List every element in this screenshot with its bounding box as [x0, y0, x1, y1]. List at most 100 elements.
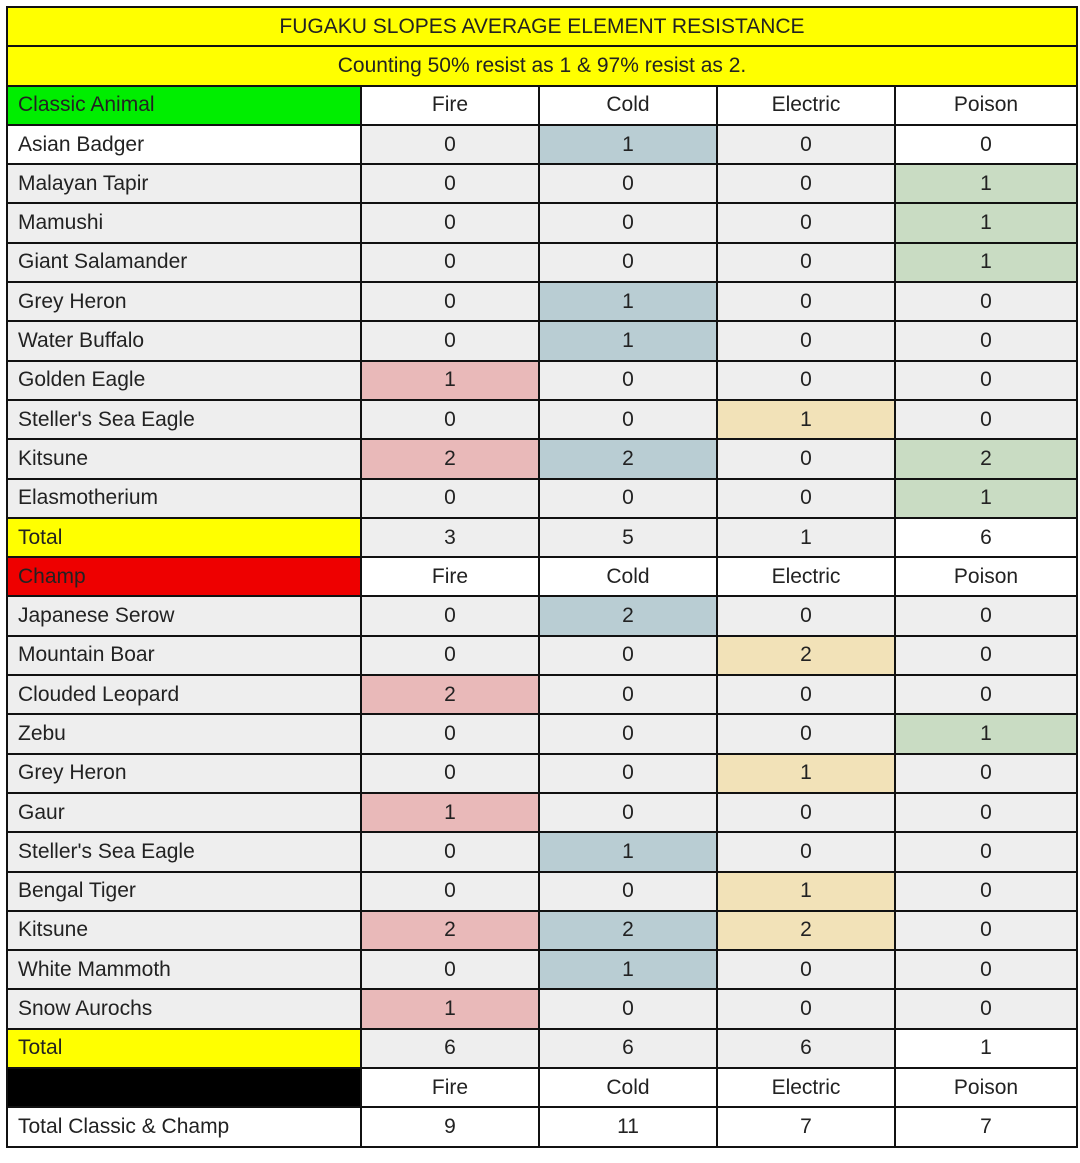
resist-value-poison: 0	[896, 951, 1076, 989]
grand-total-cold: 11	[540, 1108, 716, 1146]
animal-name: Grey Heron	[8, 283, 360, 321]
resist-value-fire: 0	[362, 125, 538, 164]
grand-total-electric: 7	[718, 1108, 894, 1146]
resist-value-fire: 0	[362, 243, 538, 282]
resist-value-electric: 0	[718, 951, 894, 989]
resist-value-cold: 0	[540, 636, 716, 675]
table-row: Asian Badger 0 1 0 0	[8, 125, 1076, 164]
column-header-electric: Electric	[718, 1069, 894, 1107]
resist-value-fire: 0	[362, 754, 538, 792]
total-value-electric: 1	[718, 518, 894, 557]
table-row: Steller's Sea Eagle 0 0 1 0	[8, 400, 1076, 439]
grand-total-fire: 9	[362, 1108, 538, 1146]
animal-name: Kitsune	[8, 440, 360, 478]
animal-name: Kitsune	[8, 911, 360, 950]
table-row: Bengal Tiger 0 0 1 0	[8, 872, 1076, 910]
resist-value-poison: 0	[896, 322, 1076, 360]
table-row: Steller's Sea Eagle 0 1 0 0	[8, 833, 1076, 871]
grand-total-label: Total Classic & Champ	[8, 1108, 360, 1146]
resist-value-electric: 2	[718, 911, 894, 950]
table-row: Gaur 1 0 0 0	[8, 793, 1076, 832]
column-header-poison: Poison	[896, 558, 1076, 596]
total-row: Total 6 6 6 1	[8, 1029, 1076, 1068]
resist-value-poison: 1	[896, 204, 1076, 242]
animal-name: Bengal Tiger	[8, 872, 360, 910]
table-row: Grey Heron 0 1 0 0	[8, 283, 1076, 321]
table-title: FUGAKU SLOPES AVERAGE ELEMENT RESISTANCE	[8, 8, 1076, 46]
resist-value-fire: 0	[362, 322, 538, 360]
final-header-row: Fire Cold Electric Poison	[8, 1069, 1076, 1107]
resist-value-fire: 0	[362, 715, 538, 753]
resist-value-cold: 0	[540, 361, 716, 399]
resist-value-cold: 1	[540, 125, 716, 164]
table-subtitle: Counting 50% resist as 1 & 97% resist as…	[8, 47, 1076, 85]
resist-value-poison: 0	[896, 283, 1076, 321]
total-label: Total	[8, 518, 360, 557]
resist-value-fire: 1	[362, 793, 538, 832]
animal-name: Gaur	[8, 793, 360, 832]
resist-value-cold: 0	[540, 872, 716, 910]
animal-name: Elasmotherium	[8, 479, 360, 517]
animal-name: Asian Badger	[8, 125, 360, 164]
resist-value-electric: 1	[718, 872, 894, 910]
section-header: Champ	[8, 558, 360, 596]
resist-value-electric: 0	[718, 597, 894, 635]
resist-value-fire: 0	[362, 597, 538, 635]
section-header-row: Classic Animal Fire Cold Electric Poison	[8, 86, 1076, 124]
resist-value-poison: 2	[896, 440, 1076, 478]
resist-value-cold: 1	[540, 283, 716, 321]
total-value-cold: 5	[540, 518, 716, 557]
column-header-fire: Fire	[362, 558, 538, 596]
table-row: White Mammoth 0 1 0 0	[8, 951, 1076, 989]
resist-value-poison: 1	[896, 479, 1076, 517]
resist-value-poison: 0	[896, 990, 1076, 1028]
resist-value-fire: 2	[362, 911, 538, 950]
resist-value-electric: 1	[718, 400, 894, 439]
resist-value-fire: 1	[362, 990, 538, 1028]
total-value-electric: 6	[718, 1029, 894, 1068]
animal-name: Golden Eagle	[8, 361, 360, 399]
total-value-fire: 6	[362, 1029, 538, 1068]
table-row: Clouded Leopard 2 0 0 0	[8, 676, 1076, 714]
column-header-fire: Fire	[362, 1069, 538, 1107]
animal-name: Zebu	[8, 715, 360, 753]
table-row: Snow Aurochs 1 0 0 0	[8, 990, 1076, 1028]
column-header-cold: Cold	[540, 86, 716, 124]
resist-value-fire: 0	[362, 872, 538, 910]
resist-value-fire: 2	[362, 676, 538, 714]
column-header-poison: Poison	[896, 86, 1076, 124]
resist-value-poison: 0	[896, 125, 1076, 164]
total-value-fire: 3	[362, 518, 538, 557]
resist-value-electric: 0	[718, 676, 894, 714]
animal-name: Steller's Sea Eagle	[8, 833, 360, 871]
resist-value-electric: 0	[718, 165, 894, 203]
resist-value-cold: 0	[540, 243, 716, 282]
column-header-fire: Fire	[362, 86, 538, 124]
animal-name: Japanese Serow	[8, 597, 360, 635]
resist-value-electric: 0	[718, 440, 894, 478]
table-row: Zebu 0 0 0 1	[8, 715, 1076, 753]
resist-value-fire: 2	[362, 440, 538, 478]
column-header-electric: Electric	[718, 86, 894, 124]
resist-value-poison: 0	[896, 911, 1076, 950]
resist-value-cold: 0	[540, 754, 716, 792]
grand-total-poison: 7	[896, 1108, 1076, 1146]
animal-name: Grey Heron	[8, 754, 360, 792]
table-row: Kitsune 2 2 2 0	[8, 911, 1076, 950]
table-row: Grey Heron 0 0 1 0	[8, 754, 1076, 792]
resist-value-fire: 0	[362, 479, 538, 517]
resist-value-poison: 0	[896, 636, 1076, 675]
resist-value-fire: 0	[362, 400, 538, 439]
column-header-cold: Cold	[540, 1069, 716, 1107]
resist-value-fire: 0	[362, 833, 538, 871]
resist-value-poison: 0	[896, 754, 1076, 792]
resist-value-cold: 0	[540, 793, 716, 832]
column-header-electric: Electric	[718, 558, 894, 596]
resist-value-electric: 2	[718, 636, 894, 675]
resist-value-electric: 0	[718, 322, 894, 360]
resist-value-poison: 0	[896, 676, 1076, 714]
total-label: Total	[8, 1029, 360, 1068]
animal-name: Mountain Boar	[8, 636, 360, 675]
resist-value-electric: 0	[718, 243, 894, 282]
resist-value-cold: 0	[540, 715, 716, 753]
